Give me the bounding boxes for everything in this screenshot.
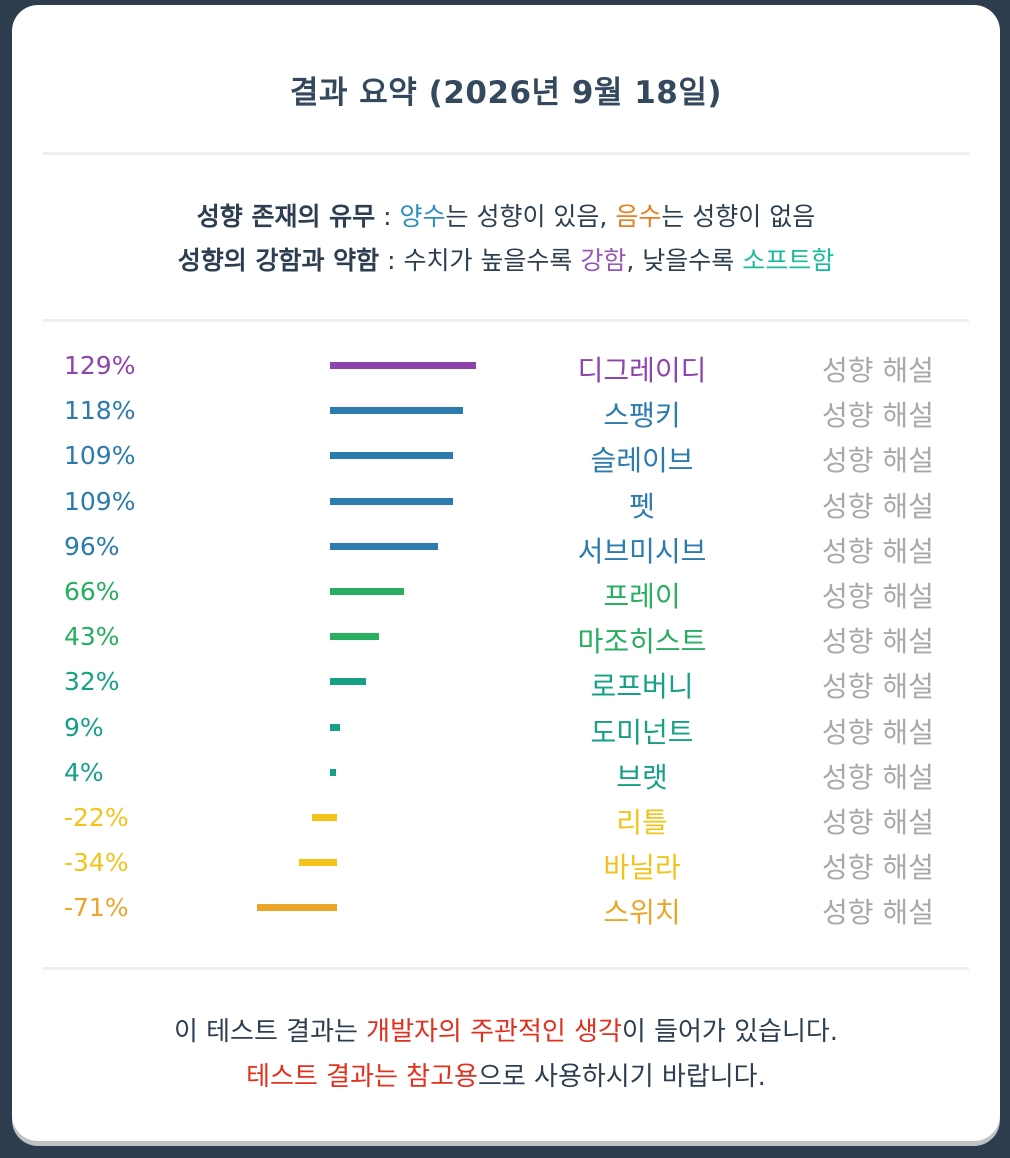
tendency-explain-link[interactable]: 성향 해설 xyxy=(822,354,934,387)
chart-row: 109% 펫 성향 해설 xyxy=(12,481,1000,526)
value-label: -71% xyxy=(64,893,129,923)
page-title: 결과 요약 (2026년 9월 18일) xyxy=(289,75,723,111)
footer-highlight: 개발자의 주관적인 생각 xyxy=(366,1017,622,1047)
category-label: 서브미시브 xyxy=(577,534,707,568)
value-label: 118% xyxy=(64,396,136,426)
bar xyxy=(330,452,453,460)
legend-text: 는 성향이 있음, xyxy=(445,202,616,231)
legend-text: , 낮을수록 xyxy=(626,246,743,275)
footer-disclaimer: 이 테스트 결과는 개발자의 주관적인 생각이 들어가 있습니다. xyxy=(12,1011,1000,1048)
result-card: 결과 요약 (2026년 9월 18일) 성향 존재의 유무 : 양수는 성향이… xyxy=(12,5,1000,1141)
bar xyxy=(330,768,336,776)
legend-existence-label: 성향 존재의 유무 xyxy=(196,202,376,231)
bar xyxy=(330,407,464,415)
tendency-explain-link[interactable]: 성향 해설 xyxy=(822,489,934,523)
tendency-explain-link[interactable]: 성향 해설 xyxy=(822,715,934,749)
bar xyxy=(298,859,337,867)
category-label: 펫 xyxy=(629,489,655,523)
tendency-explain-link[interactable]: 성향 해설 xyxy=(822,399,934,433)
tendency-explain-link[interactable]: 성향 해설 xyxy=(822,444,934,478)
chart-row: 96% 서브미시브 성향 해설 xyxy=(12,526,1000,571)
category-label: 디그레이디 xyxy=(577,354,707,387)
bar xyxy=(330,362,476,369)
value-label: -34% xyxy=(64,848,129,878)
chart-row: 4% 브랫 성향 해설 xyxy=(12,752,1000,797)
footer-text: 이 들어가 있습니다. xyxy=(621,1017,839,1047)
divider-top xyxy=(43,152,969,155)
tendency-explain-link[interactable]: 성향 해설 xyxy=(822,806,934,839)
footer-text: 으로 사용하시기 바랍니다. xyxy=(477,1062,766,1092)
legend-soft: 소프트함 xyxy=(742,246,835,275)
tendency-explain-link[interactable]: 성향 해설 xyxy=(822,625,934,659)
bar xyxy=(330,497,453,505)
bar xyxy=(330,588,405,595)
divider-middle xyxy=(43,319,969,322)
bar xyxy=(330,678,367,686)
tendency-explain-link[interactable]: 성향 해설 xyxy=(822,851,934,885)
chart-row: -71% 스위치 성향 해설 xyxy=(12,887,1000,932)
value-label: 129% xyxy=(64,351,136,380)
category-label: 스위치 xyxy=(603,896,681,930)
legend-strength-label: 성향의 강함과 약함 xyxy=(177,246,380,275)
category-label: 도미넌트 xyxy=(590,715,694,749)
chart-row: 129% 디그레이디 성향 해설 xyxy=(12,345,1000,390)
legend-existence: 성향 존재의 유무 : 양수는 성향이 있음, 음수는 성향이 없음 xyxy=(12,197,1000,233)
legend-separator: : xyxy=(375,202,400,231)
value-label: 66% xyxy=(64,577,120,606)
bar xyxy=(256,904,337,912)
tendency-explain-link[interactable]: 성향 해설 xyxy=(822,896,934,930)
value-label: 109% xyxy=(64,486,136,516)
chart-row: 32% 로프버니 성향 해설 xyxy=(12,661,1000,706)
category-label: 로프버니 xyxy=(590,670,694,704)
value-label: 96% xyxy=(64,531,120,561)
value-label: 4% xyxy=(64,757,104,787)
chart-row: 9% 도미넌트 성향 해설 xyxy=(12,707,1000,752)
legend-text: : 수치가 높을수록 xyxy=(379,246,581,275)
tendency-explain-link[interactable]: 성향 해설 xyxy=(822,580,934,613)
legend-positive: 양수 xyxy=(399,202,446,231)
footer-notice: 테스트 결과는 참고용으로 사용하시기 바랍니다. xyxy=(12,1056,1000,1093)
legend-strength: 성향의 강함과 약함 : 수치가 높을수록 강함, 낮을수록 소프트함 xyxy=(12,241,1000,277)
tendency-chart: 129% 디그레이디 성향 해설 118% 스팽키 성향 해설 109% 슬레이브 성향 해설 1… xyxy=(12,345,1000,929)
chart-row: 109% 슬레이브 성향 해설 xyxy=(12,435,1000,480)
tendency-explain-link[interactable]: 성향 해설 xyxy=(822,534,934,568)
chart-row: 43% 마조히스트 성향 해설 xyxy=(12,616,1000,661)
category-label: 마조히스트 xyxy=(577,625,707,659)
category-label: 브랫 xyxy=(616,760,668,794)
tendency-explain-link[interactable]: 성향 해설 xyxy=(822,760,934,794)
value-label: 109% xyxy=(64,441,136,471)
value-label: -22% xyxy=(64,803,129,832)
value-label: 9% xyxy=(64,712,104,742)
chart-row: -22% 리틀 성향 해설 xyxy=(12,797,1000,842)
bar xyxy=(330,723,341,731)
legend-negative: 음수 xyxy=(615,202,662,231)
chart-row: 66% 프레이 성향 해설 xyxy=(12,571,1000,616)
legend-strong: 강함 xyxy=(580,246,627,275)
category-label: 프레이 xyxy=(603,580,681,613)
chart-row: 118% 스팽키 성향 해설 xyxy=(12,390,1000,435)
category-label: 리틀 xyxy=(616,806,668,839)
bar xyxy=(330,542,439,550)
value-label: 32% xyxy=(64,667,120,697)
chart-row: -34% 바닐라 성향 해설 xyxy=(12,842,1000,887)
category-label: 스팽키 xyxy=(603,399,681,433)
bar xyxy=(312,814,337,821)
footer-highlight: 테스트 결과는 참고용 xyxy=(246,1062,478,1092)
legend-text: 는 성향이 없음 xyxy=(661,202,816,231)
category-label: 슬레이브 xyxy=(590,444,694,478)
bar xyxy=(330,633,379,641)
tendency-explain-link[interactable]: 성향 해설 xyxy=(822,670,934,704)
footer-text: 이 테스트 결과는 xyxy=(173,1017,367,1047)
category-label: 바닐라 xyxy=(603,851,681,885)
value-label: 43% xyxy=(64,622,120,652)
divider-bottom xyxy=(43,967,969,970)
